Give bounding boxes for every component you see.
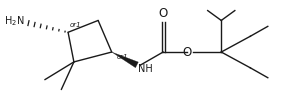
Text: NH: NH (138, 64, 153, 74)
Text: O: O (158, 7, 168, 20)
Text: H$_2$N: H$_2$N (4, 15, 24, 28)
Text: O: O (183, 46, 192, 59)
Polygon shape (112, 52, 138, 68)
Text: or1: or1 (70, 22, 82, 28)
Text: or1: or1 (116, 54, 128, 60)
